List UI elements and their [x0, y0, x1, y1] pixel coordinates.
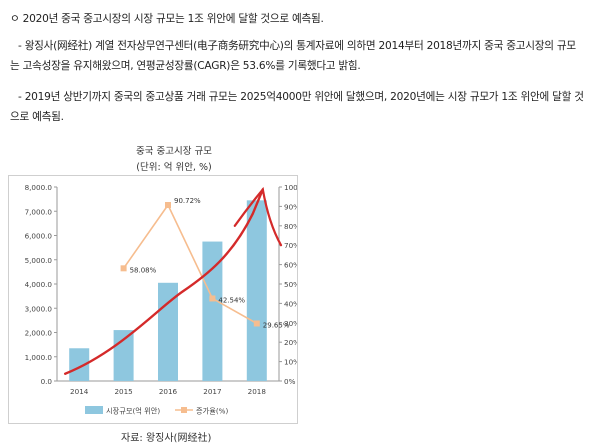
growth-data-label: 42.54% — [218, 296, 245, 304]
legend-swatch-marker — [181, 407, 187, 413]
bar-2017 — [202, 241, 223, 381]
growth-line — [122, 203, 258, 325]
y-left-tick-label: 5,000.0 — [25, 256, 53, 265]
y-left-tick-label: 3,000.0 — [25, 304, 53, 313]
y-left-tick-label: 1,000.0 — [25, 353, 53, 362]
hand-drawn-arrowhead-annotation — [233, 186, 283, 247]
chart-source: 자료: 왕징사(网经社) — [121, 433, 212, 444]
legend-label-line: 증가율(%) — [196, 407, 228, 416]
growth-point-2016 — [165, 202, 171, 209]
legend-swatch-bar — [85, 406, 103, 414]
y-right-tick-label: 30% — [284, 319, 297, 328]
bar-2015 — [113, 330, 134, 381]
y-left-tick-label: 4,000.0 — [25, 280, 53, 289]
y-right-tick-label: 80% — [284, 222, 297, 231]
y-left-tick-label: 0.0 — [41, 377, 53, 386]
chart-title: 중국 중고시장 규모 — [136, 146, 212, 157]
chart-subtitle: (단위: 억 위안, %) — [136, 162, 212, 173]
paragraph-statistics: - 왕징사(网经社) 계열 전자상무연구센터(电子商务研究中心)의 통계자료에 … — [10, 36, 585, 76]
paragraph-summary: ㅇ 2020년 중국 중고시장의 시장 규모는 1조 위안에 달할 것으로 예측… — [10, 13, 324, 25]
x-tick-label: 2017 — [203, 387, 221, 396]
x-tick-label: 2018 — [248, 387, 267, 396]
growth-data-label: 58.08% — [130, 266, 157, 274]
y-left-tick-label: 2,000.0 — [25, 329, 53, 338]
y-right-tick-label: 70% — [284, 241, 297, 250]
growth-point-2017 — [209, 295, 216, 302]
chart-frame: 0.0 1,000.0 2,000.0 3,000.0 4,000.0 5,000.0 6,… — [8, 175, 305, 424]
y-left-tick-label: 7,000.0 — [25, 207, 53, 216]
paragraph-forecast: - 2019년 상반기까지 중국의 중고상품 거래 규모는 2025억4000만… — [10, 87, 585, 127]
growth-data-label: 29.65% — [263, 321, 290, 329]
x-tick-label: 2016 — [159, 387, 178, 396]
bar-2018 — [246, 200, 267, 381]
y-right-tick-label: 0% — [284, 377, 296, 386]
hand-drawn-trend-annotation — [64, 188, 264, 375]
bar-2014 — [69, 348, 90, 381]
y-left-tick-label: 6,000.0 — [25, 232, 53, 241]
x-tick-label: 2014 — [70, 387, 89, 396]
y-left-tick-label: 8,000.0 — [25, 183, 53, 192]
y-right-tick-label: 50% — [284, 280, 297, 289]
growth-point-2018 — [253, 320, 260, 327]
growth-point-2015 — [120, 265, 127, 272]
y-right-tick-label: 100% — [284, 183, 297, 192]
x-tick-label: 2015 — [114, 387, 132, 396]
y-right-tick-label: 10% — [284, 358, 297, 367]
y-right-tick-label: 60% — [284, 261, 297, 270]
legend-label-bar: 시장규모(억 위안) — [106, 407, 160, 416]
combo-chart: 0.0 1,000.0 2,000.0 3,000.0 4,000.0 5,000.0 6,… — [25, 183, 305, 416]
y-right-tick-label: 40% — [284, 299, 297, 308]
y-right-tick-label: 20% — [284, 338, 297, 347]
growth-data-label: 90.72% — [174, 197, 201, 205]
y-right-tick-label: 90% — [284, 202, 297, 211]
paragraph-statistics-text: - 왕징사(网经社) 계열 전자상무연구센터(电子商务研究中心)의 통계자료에 … — [10, 40, 576, 72]
paragraph-forecast-text: - 2019년 상반기까지 중국의 중고상품 거래 규모는 2025억4000만… — [10, 91, 584, 123]
